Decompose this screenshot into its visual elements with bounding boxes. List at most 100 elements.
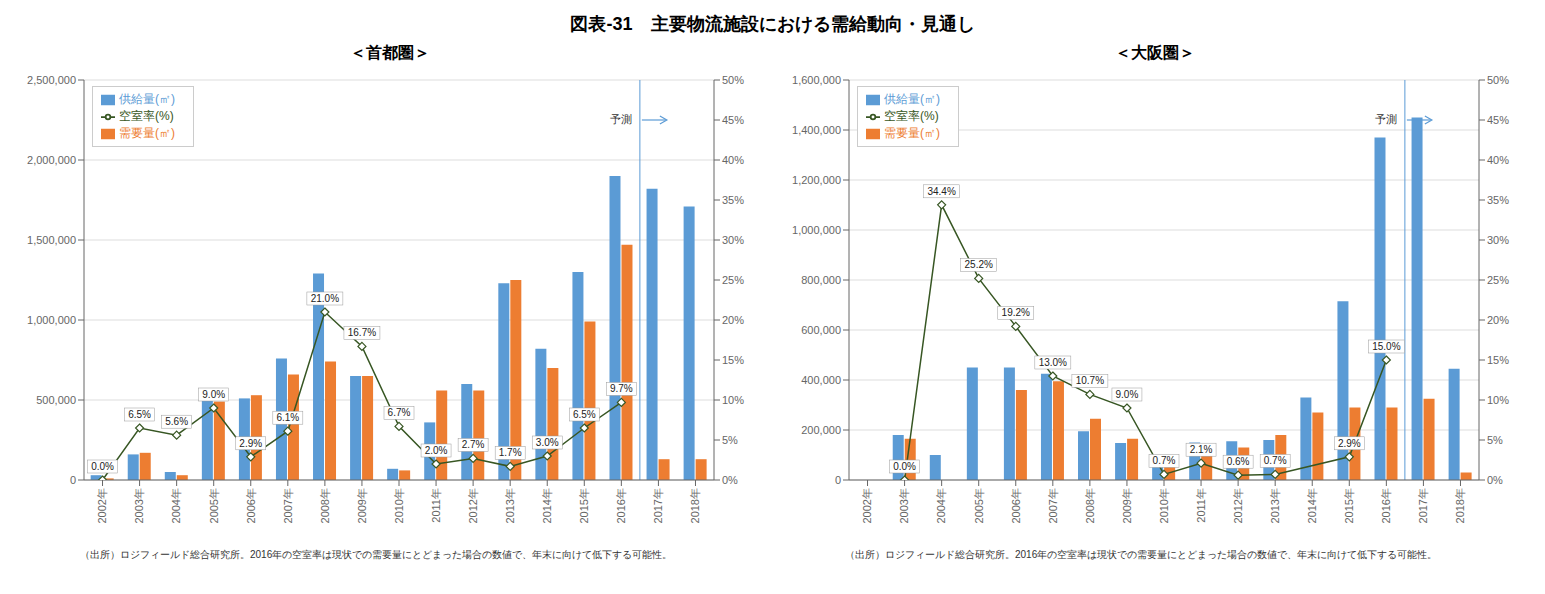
svg-text:2004年: 2004年 xyxy=(935,488,947,523)
svg-text:2003年: 2003年 xyxy=(898,488,910,523)
svg-text:2002年: 2002年 xyxy=(861,488,873,523)
svg-text:1,600,000: 1,600,000 xyxy=(792,74,841,86)
svg-text:15.0%: 15.0% xyxy=(1372,341,1400,352)
svg-text:2013年: 2013年 xyxy=(504,488,516,523)
svg-text:2018年: 2018年 xyxy=(689,488,701,523)
svg-text:2007年: 2007年 xyxy=(282,488,294,523)
svg-text:1,000,000: 1,000,000 xyxy=(27,314,76,326)
svg-text:2010年: 2010年 xyxy=(1158,488,1170,523)
svg-text:2,000,000: 2,000,000 xyxy=(27,154,76,166)
svg-text:25%: 25% xyxy=(1487,274,1509,286)
svg-text:40%: 40% xyxy=(722,154,744,166)
svg-text:1,000,000: 1,000,000 xyxy=(792,224,841,236)
svg-text:2.0%: 2.0% xyxy=(425,445,448,456)
svg-text:19.2%: 19.2% xyxy=(1002,307,1030,318)
svg-text:2017年: 2017年 xyxy=(652,488,664,523)
svg-text:2009年: 2009年 xyxy=(1121,488,1133,523)
svg-text:6.7%: 6.7% xyxy=(388,407,411,418)
svg-text:2016年: 2016年 xyxy=(615,488,627,523)
svg-text:0: 0 xyxy=(835,474,841,486)
svg-text:500,000: 500,000 xyxy=(36,394,76,406)
svg-text:0%: 0% xyxy=(1487,474,1503,486)
svg-text:800,000: 800,000 xyxy=(801,274,841,286)
svg-text:2011年: 2011年 xyxy=(430,488,442,523)
svg-text:30%: 30% xyxy=(1487,234,1509,246)
svg-text:21.0%: 21.0% xyxy=(311,293,339,304)
svg-text:0.0%: 0.0% xyxy=(893,461,916,472)
svg-text:2005年: 2005年 xyxy=(208,488,220,523)
svg-text:2014年: 2014年 xyxy=(1306,488,1318,523)
svg-text:25.2%: 25.2% xyxy=(965,259,993,270)
svg-text:2009年: 2009年 xyxy=(356,488,368,523)
svg-text:2015年: 2015年 xyxy=(1343,488,1355,523)
svg-text:2002年: 2002年 xyxy=(96,488,108,523)
svg-text:2007年: 2007年 xyxy=(1047,488,1059,523)
svg-text:30%: 30% xyxy=(722,234,744,246)
svg-text:0%: 0% xyxy=(722,474,738,486)
svg-text:2004年: 2004年 xyxy=(170,488,182,523)
svg-text:2010年: 2010年 xyxy=(393,488,405,523)
svg-text:15%: 15% xyxy=(722,354,744,366)
svg-text:5.6%: 5.6% xyxy=(165,416,188,427)
svg-text:5%: 5% xyxy=(1487,434,1503,446)
svg-text:0.6%: 0.6% xyxy=(1227,456,1250,467)
svg-text:600,000: 600,000 xyxy=(801,324,841,336)
svg-text:2,500,000: 2,500,000 xyxy=(27,74,76,86)
svg-text:10%: 10% xyxy=(1487,394,1509,406)
svg-text:6.5%: 6.5% xyxy=(573,409,596,420)
svg-text:予測: 予測 xyxy=(1375,113,1397,125)
svg-text:1,200,000: 1,200,000 xyxy=(792,174,841,186)
svg-text:9.0%: 9.0% xyxy=(202,389,225,400)
svg-text:3.0%: 3.0% xyxy=(536,437,559,448)
svg-text:2018年: 2018年 xyxy=(1454,488,1466,523)
svg-text:2015年: 2015年 xyxy=(578,488,590,523)
svg-text:10%: 10% xyxy=(722,394,744,406)
svg-text:2006年: 2006年 xyxy=(245,488,257,523)
svg-text:0.0%: 0.0% xyxy=(91,461,114,472)
svg-text:2008年: 2008年 xyxy=(319,488,331,523)
svg-text:16.7%: 16.7% xyxy=(348,327,376,338)
svg-text:35%: 35% xyxy=(722,194,744,206)
svg-text:2013年: 2013年 xyxy=(1269,488,1281,523)
svg-text:25%: 25% xyxy=(722,274,744,286)
svg-text:5%: 5% xyxy=(722,434,738,446)
svg-text:6.1%: 6.1% xyxy=(276,412,299,423)
svg-text:2005年: 2005年 xyxy=(973,488,985,523)
svg-text:1,500,000: 1,500,000 xyxy=(27,234,76,246)
svg-text:2012年: 2012年 xyxy=(1232,488,1244,523)
svg-text:2006年: 2006年 xyxy=(1010,488,1022,523)
svg-text:15%: 15% xyxy=(1487,354,1509,366)
svg-text:13.0%: 13.0% xyxy=(1039,357,1067,368)
svg-text:2012年: 2012年 xyxy=(467,488,479,523)
svg-text:0.7%: 0.7% xyxy=(1264,455,1287,466)
svg-text:45%: 45% xyxy=(722,114,744,126)
svg-text:20%: 20% xyxy=(1487,314,1509,326)
svg-text:2.9%: 2.9% xyxy=(239,438,262,449)
svg-text:1,400,000: 1,400,000 xyxy=(792,124,841,136)
svg-text:9.0%: 9.0% xyxy=(1116,389,1139,400)
svg-text:50%: 50% xyxy=(722,74,744,86)
svg-text:0: 0 xyxy=(70,474,76,486)
svg-text:40%: 40% xyxy=(1487,154,1509,166)
svg-text:2.7%: 2.7% xyxy=(462,439,485,450)
svg-text:50%: 50% xyxy=(1487,74,1509,86)
svg-text:9.7%: 9.7% xyxy=(610,383,633,394)
svg-text:2.1%: 2.1% xyxy=(1190,444,1213,455)
svg-text:6.5%: 6.5% xyxy=(128,409,151,420)
svg-text:2016年: 2016年 xyxy=(1380,488,1392,523)
svg-text:2017年: 2017年 xyxy=(1417,488,1429,523)
svg-text:20%: 20% xyxy=(722,314,744,326)
svg-text:45%: 45% xyxy=(1487,114,1509,126)
svg-text:10.7%: 10.7% xyxy=(1076,375,1104,386)
svg-text:2014年: 2014年 xyxy=(541,488,553,523)
svg-text:2003年: 2003年 xyxy=(133,488,145,523)
svg-text:1.7%: 1.7% xyxy=(499,447,522,458)
svg-text:2011年: 2011年 xyxy=(1195,488,1207,523)
svg-text:34.4%: 34.4% xyxy=(927,186,955,197)
svg-text:200,000: 200,000 xyxy=(801,424,841,436)
svg-text:2008年: 2008年 xyxy=(1084,488,1096,523)
svg-text:2.9%: 2.9% xyxy=(1338,438,1361,449)
svg-text:予測: 予測 xyxy=(610,113,632,125)
svg-text:35%: 35% xyxy=(1487,194,1509,206)
svg-text:400,000: 400,000 xyxy=(801,374,841,386)
